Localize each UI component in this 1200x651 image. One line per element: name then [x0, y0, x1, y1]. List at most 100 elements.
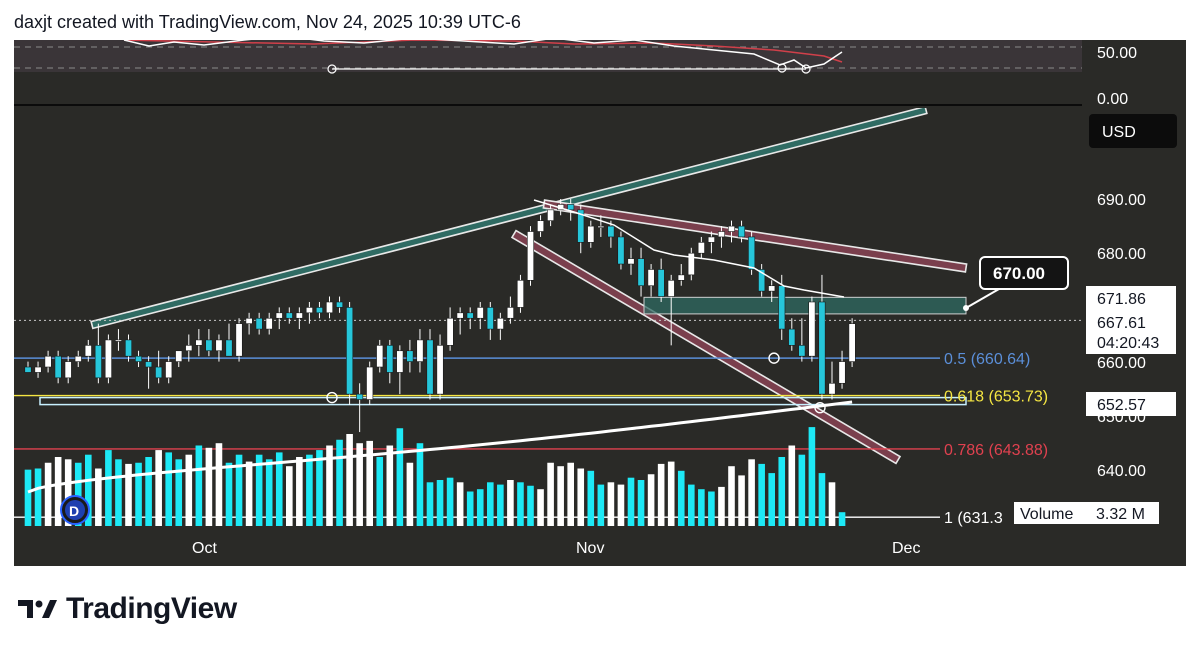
- volume-bar: [436, 480, 444, 526]
- candle: [376, 345, 384, 368]
- volume-bar: [34, 468, 42, 526]
- price-callout[interactable]: 670.00: [963, 256, 1069, 311]
- y-tick-label: 660.00: [1097, 355, 1146, 372]
- volume-legend-label: Volume: [1020, 506, 1073, 523]
- candle: [597, 225, 605, 228]
- volume-bar: [85, 454, 92, 526]
- volume-bar: [778, 457, 786, 526]
- candle: [848, 323, 856, 362]
- volume-bar: [788, 445, 796, 526]
- volume-bar: [346, 434, 353, 526]
- volume-bar: [396, 428, 404, 526]
- candle: [828, 382, 836, 395]
- candle: [788, 328, 796, 346]
- volume-bar: [557, 466, 564, 526]
- y-tick-label: 640.00: [1097, 463, 1146, 480]
- volume-bar: [245, 461, 253, 526]
- candle: [426, 339, 434, 395]
- volume-bar: [798, 454, 806, 526]
- volume-bar: [54, 457, 62, 526]
- pivot-marker: [326, 391, 338, 404]
- callout-anchor: [963, 305, 969, 311]
- volume-bar: [537, 489, 544, 526]
- candle: [195, 339, 203, 346]
- volume-bar: [698, 489, 705, 526]
- x-tick-label: Nov: [576, 540, 604, 557]
- volume-bar: [517, 482, 524, 526]
- candle: [416, 339, 424, 362]
- candle: [838, 361, 846, 384]
- candle: [798, 345, 806, 357]
- price-chart[interactable]: 0.5 (660.64) 0.618 (653.73) 0.786 (643.88)…: [14, 40, 1186, 566]
- candle: [677, 274, 685, 281]
- volume-bar: [607, 482, 615, 526]
- volume-bar: [215, 443, 223, 526]
- candle: [808, 301, 816, 357]
- volume-bar: [738, 475, 745, 526]
- volume-bar: [758, 463, 765, 526]
- candle: [114, 339, 122, 342]
- moving-average-line: [27, 400, 853, 494]
- volume-bar: [286, 466, 293, 526]
- candle: [506, 307, 514, 319]
- candle: [315, 307, 323, 314]
- volume-bar: [366, 440, 373, 526]
- oscillator-signal-line: [123, 40, 843, 63]
- candle: [165, 361, 173, 379]
- volume-bar: [507, 480, 514, 526]
- support-zone[interactable]: [39, 396, 967, 406]
- volume-bar: [718, 486, 725, 526]
- candle: [727, 225, 735, 232]
- volume-bar: [577, 468, 585, 526]
- candle: [466, 312, 474, 319]
- oscillator-background: [14, 40, 1082, 72]
- candle: [386, 345, 394, 373]
- last-price-label: 667.61: [1097, 315, 1146, 332]
- currency-badge-label[interactable]: USD: [1102, 124, 1136, 141]
- candle: [155, 366, 163, 379]
- candle: [758, 269, 766, 292]
- fib-level-label: 0.618 (653.73): [944, 389, 1048, 406]
- candle: [325, 301, 333, 314]
- currency-badge-box[interactable]: [1089, 114, 1177, 148]
- candle: [265, 317, 273, 330]
- volume-bar: [24, 469, 32, 526]
- tradingview-logo[interactable]: TradingView: [18, 592, 237, 626]
- chart-panel[interactable]: 0.5 (660.64) 0.618 (653.73) 0.786 (643.88)…: [14, 40, 1186, 566]
- volume-bar: [255, 454, 263, 526]
- candle: [778, 285, 786, 330]
- volume-bar: [296, 457, 303, 526]
- volume-bar: [326, 445, 333, 526]
- volume-bar: [386, 445, 394, 526]
- candle: [235, 323, 243, 357]
- currency-badge[interactable]: USD: [1089, 114, 1177, 148]
- volume-bar: [547, 462, 554, 526]
- volume-bar: [95, 468, 102, 526]
- candle: [175, 350, 183, 362]
- x-tick-label: Dec: [892, 540, 920, 557]
- candle: [356, 393, 364, 400]
- volume-bar: [627, 477, 635, 526]
- candle: [667, 280, 675, 297]
- callout-label[interactable]: 670.00: [993, 264, 1045, 283]
- volume-bar: [567, 462, 574, 526]
- volume-bar: [336, 439, 343, 526]
- candle: [44, 355, 52, 368]
- chart-attribution: daxjt created with TradingView.com, Nov …: [14, 12, 521, 32]
- candle: [135, 355, 143, 362]
- candle: [104, 339, 112, 379]
- indicator-badge[interactable]: D: [60, 495, 90, 525]
- rising-channel-band[interactable]: [90, 107, 928, 330]
- candle: [145, 361, 153, 368]
- callout-box[interactable]: [979, 256, 1069, 290]
- candle: [818, 301, 826, 395]
- candle: [185, 345, 193, 352]
- volume-bar: [265, 459, 273, 526]
- candle: [547, 209, 555, 221]
- oscillator-pane: [14, 40, 1082, 106]
- resistance-zone[interactable]: [643, 296, 967, 315]
- upper-price-label: 671.86: [1097, 291, 1146, 308]
- candle: [647, 269, 655, 287]
- candle: [516, 280, 524, 308]
- candle: [496, 317, 504, 330]
